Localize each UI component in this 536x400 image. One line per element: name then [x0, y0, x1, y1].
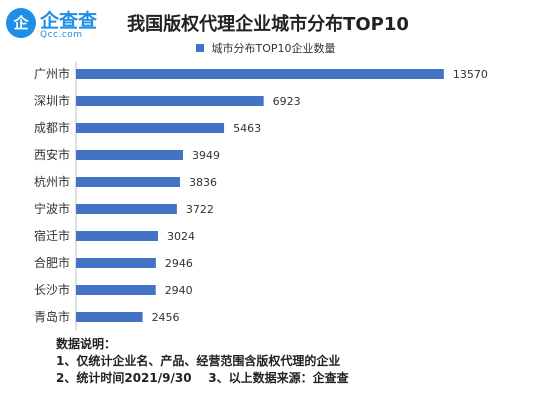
data-label: 6923 [273, 95, 301, 108]
bar [76, 231, 158, 241]
notes-heading: 数据说明： [56, 337, 117, 351]
category-label: 成都市 [34, 120, 70, 135]
legend-label: 城市分布TOP10企业数量 [211, 42, 336, 55]
bar [76, 69, 444, 79]
data-label: 13570 [453, 68, 488, 81]
data-label: 2940 [165, 284, 193, 297]
legend-swatch [196, 44, 204, 52]
data-label: 5463 [233, 122, 261, 135]
data-label: 3722 [186, 203, 214, 216]
data-label: 3836 [189, 176, 217, 189]
category-label: 杭州市 [34, 174, 70, 189]
chart-title: 我国版权代理企业城市分布TOP10 [127, 14, 409, 35]
bar [76, 312, 143, 322]
notes-line-2: 2、统计时间2021/9/30 3、以上数据来源：企查查 [56, 371, 349, 385]
bar [76, 204, 177, 214]
bar [76, 177, 180, 187]
category-label: 深圳市 [34, 93, 70, 108]
category-label: 西安市 [34, 147, 70, 162]
data-label: 3949 [192, 149, 220, 162]
data-notes: 数据说明： 1、仅统计企业名、产品、经营范围含版权代理的企业 2、统计时间202… [56, 336, 349, 387]
data-label: 2456 [152, 311, 180, 324]
bar [76, 96, 264, 106]
chart-legend: 城市分布TOP10企业数量 [196, 40, 336, 56]
bar [76, 258, 156, 268]
category-label: 宁波市 [34, 201, 70, 216]
data-label: 3024 [167, 230, 195, 243]
logo-mark: 企 [6, 8, 36, 38]
category-label: 宿迁市 [34, 228, 70, 243]
category-label: 长沙市 [34, 282, 70, 297]
bar [76, 123, 225, 133]
bar [76, 150, 184, 160]
notes-line-1: 1、仅统计企业名、产品、经营范围含版权代理的企业 [56, 354, 341, 368]
category-label: 合肥市 [34, 255, 70, 270]
category-label: 广州市 [34, 66, 70, 81]
data-label: 2946 [165, 257, 193, 270]
logo-subtext: Qcc.com [40, 30, 83, 40]
logo-text: 企查查 [40, 10, 98, 32]
category-label: 青岛市 [34, 309, 70, 324]
bar [76, 285, 156, 295]
qcc-logo: 企 企查查 Qcc.com [6, 6, 98, 46]
